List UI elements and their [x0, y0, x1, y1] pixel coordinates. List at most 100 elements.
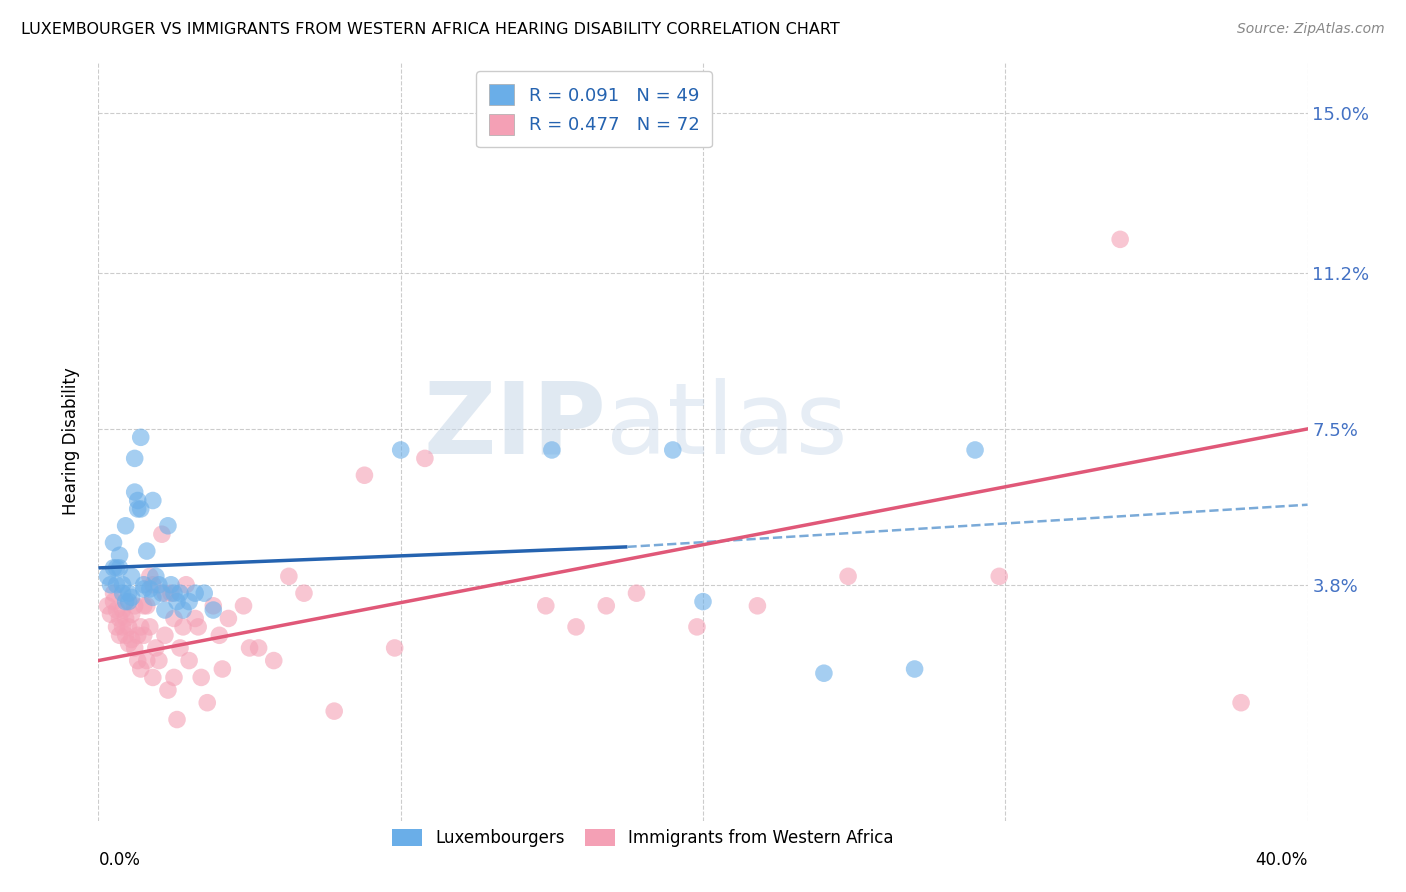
- Point: [114, 628, 136, 642]
- Point: [129, 620, 152, 634]
- Point: [595, 599, 617, 613]
- Point: [121, 607, 143, 622]
- Point: [184, 611, 207, 625]
- Point: [96, 599, 118, 613]
- Text: 0.0%: 0.0%: [98, 851, 141, 869]
- Point: [148, 578, 170, 592]
- Point: [111, 578, 134, 592]
- Point: [153, 603, 176, 617]
- Point: [127, 628, 149, 642]
- Point: [135, 599, 157, 613]
- Point: [100, 578, 122, 592]
- Point: [166, 713, 188, 727]
- Point: [108, 561, 131, 575]
- Point: [166, 594, 188, 608]
- Point: [195, 696, 218, 710]
- Text: 40.0%: 40.0%: [1256, 851, 1308, 869]
- Point: [132, 578, 155, 592]
- Point: [277, 569, 299, 583]
- Point: [145, 569, 167, 583]
- Point: [747, 599, 769, 613]
- Point: [108, 628, 131, 642]
- Text: ZIP: ZIP: [423, 378, 606, 475]
- Point: [190, 670, 212, 684]
- Point: [148, 654, 170, 668]
- Point: [132, 599, 155, 613]
- Point: [105, 561, 128, 575]
- Point: [217, 611, 239, 625]
- Point: [114, 611, 136, 625]
- Point: [323, 704, 346, 718]
- Point: [129, 502, 152, 516]
- Point: [127, 493, 149, 508]
- Point: [661, 442, 683, 457]
- Point: [105, 620, 128, 634]
- Point: [172, 620, 194, 634]
- Point: [169, 586, 191, 600]
- Point: [135, 654, 157, 668]
- Point: [172, 603, 194, 617]
- Point: [384, 640, 406, 655]
- Point: [118, 594, 141, 608]
- Point: [139, 620, 162, 634]
- Point: [193, 586, 215, 600]
- Point: [247, 640, 270, 655]
- Point: [211, 662, 233, 676]
- Point: [118, 620, 141, 634]
- Point: [239, 640, 262, 655]
- Text: atlas: atlas: [606, 378, 848, 475]
- Point: [184, 586, 207, 600]
- Point: [174, 578, 197, 592]
- Point: [565, 620, 588, 634]
- Point: [156, 518, 179, 533]
- Point: [114, 518, 136, 533]
- Point: [121, 591, 143, 605]
- Point: [179, 654, 201, 668]
- Point: [534, 599, 557, 613]
- Point: [124, 451, 146, 466]
- Point: [139, 569, 162, 583]
- Point: [965, 442, 987, 457]
- Point: [150, 586, 173, 600]
- Point: [160, 586, 183, 600]
- Point: [129, 430, 152, 444]
- Point: [160, 578, 183, 592]
- Point: [132, 628, 155, 642]
- Point: [626, 586, 648, 600]
- Point: [540, 442, 562, 457]
- Point: [139, 582, 162, 596]
- Point: [124, 485, 146, 500]
- Point: [121, 569, 143, 583]
- Point: [232, 599, 254, 613]
- Point: [103, 594, 125, 608]
- Point: [263, 654, 285, 668]
- Point: [118, 586, 141, 600]
- Point: [129, 662, 152, 676]
- Point: [163, 670, 186, 684]
- Point: [988, 569, 1011, 583]
- Point: [1109, 232, 1132, 246]
- Point: [156, 683, 179, 698]
- Point: [135, 544, 157, 558]
- Point: [413, 451, 436, 466]
- Point: [389, 442, 412, 457]
- Point: [111, 586, 134, 600]
- Point: [105, 578, 128, 592]
- Point: [142, 591, 165, 605]
- Point: [111, 603, 134, 617]
- Point: [153, 586, 176, 600]
- Point: [153, 628, 176, 642]
- Point: [187, 620, 209, 634]
- Point: [179, 594, 201, 608]
- Point: [103, 561, 125, 575]
- Point: [111, 620, 134, 634]
- Point: [292, 586, 315, 600]
- Point: [692, 594, 714, 608]
- Text: Source: ZipAtlas.com: Source: ZipAtlas.com: [1237, 22, 1385, 37]
- Point: [103, 586, 125, 600]
- Point: [118, 637, 141, 651]
- Point: [142, 493, 165, 508]
- Point: [124, 599, 146, 613]
- Point: [142, 670, 165, 684]
- Point: [127, 502, 149, 516]
